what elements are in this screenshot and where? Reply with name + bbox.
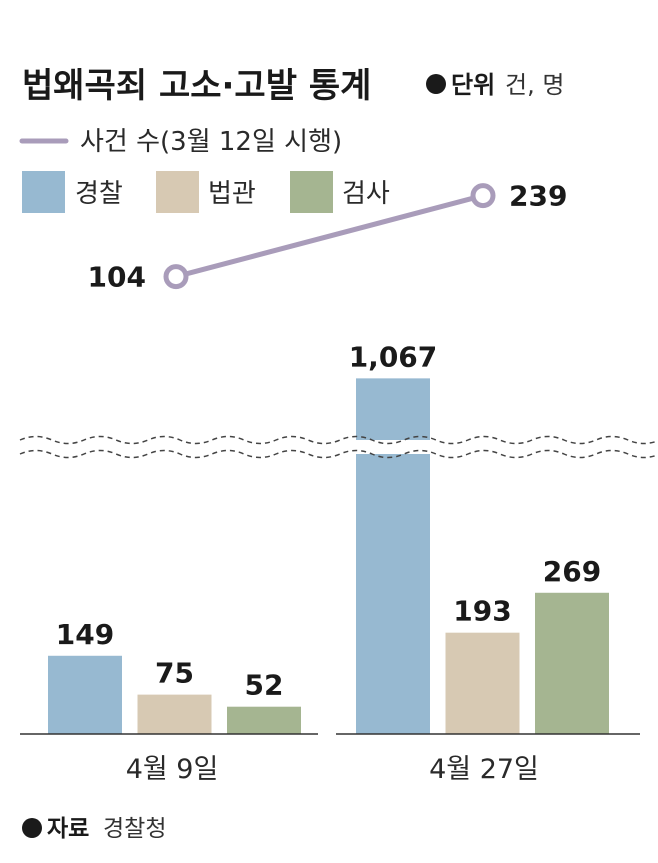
bar-police-1 [48, 655, 122, 734]
legend-label-judge: 법관 [208, 179, 256, 209]
x-tick-label: 4월 27일 [429, 754, 539, 785]
x-tick-label: 4월 9일 [126, 754, 219, 785]
line-value-label: 104 [88, 261, 146, 294]
bar-value-label: 269 [543, 555, 601, 588]
chart-plot-area: 149 1,067 75 193 52 269 4월 9일 4월 27일 104 239 [0, 180, 658, 785]
bar-police-2 [356, 378, 430, 734]
line-series-segment [173, 193, 486, 280]
chart-title: 법왜곡죄 고소·고발 통계 [22, 66, 371, 106]
bar-value-label: 75 [155, 657, 194, 690]
legend-line-label: 사건 수(3월 12일 시행) [80, 127, 342, 157]
legend-label-prosecutor: 검사 [342, 179, 390, 209]
legend-swatch-prosecutor [290, 171, 333, 213]
line-value-label: 239 [509, 180, 567, 213]
bar-prosecutor-1 [227, 706, 301, 734]
source-bullet-icon [22, 818, 42, 838]
unit-bullet-icon [426, 74, 446, 94]
axis-break-line-upper [19, 435, 658, 445]
unit-label: 단위 [451, 71, 495, 99]
bar-prosecutor-2 [535, 592, 609, 734]
legend-swatch-police [22, 171, 65, 213]
legend-swatch-judge [156, 171, 199, 213]
source-label: 자료 [47, 816, 89, 842]
line-point-2 [470, 183, 496, 209]
axis-break-line-lower [19, 449, 658, 459]
axis-break-gap [0, 440, 658, 454]
bar-value-label: 1,067 [349, 340, 438, 373]
unit-value: 건, 명 [505, 71, 564, 99]
bar-value-label: 149 [56, 618, 114, 651]
bar-value-label: 193 [453, 595, 511, 628]
bar-judge-2 [445, 632, 520, 734]
line-point-1 [163, 264, 189, 290]
bar-value-label: 52 [245, 669, 284, 702]
source-value: 경찰청 [103, 816, 166, 842]
bar-judge-1 [137, 694, 212, 734]
legend-label-police: 경찰 [75, 179, 123, 209]
